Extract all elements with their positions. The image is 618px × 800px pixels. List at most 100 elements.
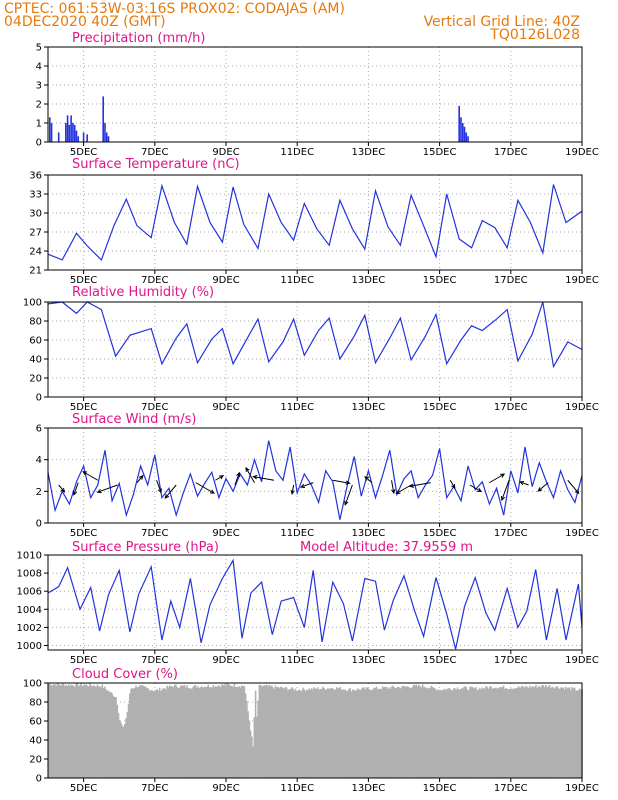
wind-arrow-head bbox=[252, 475, 258, 480]
cloud-cover-bar bbox=[185, 687, 187, 778]
cloud-cover-bar bbox=[156, 689, 158, 778]
x-tick-label: 19DEC bbox=[565, 275, 599, 286]
cloud-cover-bar bbox=[269, 686, 272, 778]
cloud-cover-bar bbox=[502, 685, 505, 778]
cloud-cover-bar bbox=[395, 687, 398, 778]
cloud-cover-bar bbox=[158, 687, 161, 778]
cloud-cover-bar bbox=[287, 690, 289, 778]
cloud-cover-bar bbox=[347, 690, 349, 778]
wind-arrow-head bbox=[451, 484, 456, 490]
cloud-cover-bar bbox=[374, 688, 376, 778]
y-tick-label: 2 bbox=[36, 100, 42, 111]
wind-arrow-shaft bbox=[396, 484, 412, 494]
wind-arrow-head bbox=[245, 466, 250, 472]
x-tick-label: 17DEC bbox=[494, 655, 528, 666]
cloud-cover-bar bbox=[573, 687, 576, 778]
precipitation-bar bbox=[458, 105, 460, 142]
cloud-cover-bar bbox=[484, 688, 486, 778]
cloud-cover-bar bbox=[405, 686, 408, 778]
cloud-cover-bar bbox=[366, 687, 369, 778]
cloud-cover-bar bbox=[124, 723, 126, 778]
y-tick-label: 0 bbox=[36, 138, 42, 149]
precipitation-bar bbox=[82, 132, 85, 142]
precipitation-bar bbox=[465, 132, 468, 142]
cloud-cover-bar bbox=[64, 686, 66, 778]
cloud-cover-bar bbox=[470, 686, 472, 778]
cloud-cover-bar bbox=[279, 686, 282, 778]
cloud-cover-bar bbox=[246, 700, 248, 778]
cloud-cover-bar bbox=[510, 688, 512, 778]
cloud-cover-bar bbox=[252, 746, 254, 778]
cloud-cover-bar bbox=[196, 687, 198, 778]
cloud-cover-bar bbox=[276, 687, 278, 778]
cloud-cover-bar bbox=[206, 686, 208, 778]
cloud-cover-bar bbox=[390, 686, 393, 778]
y-tick-label: 21 bbox=[29, 266, 42, 277]
precipitation-bar bbox=[70, 115, 72, 142]
cloud-cover-bar bbox=[308, 688, 310, 778]
cloud-cover-bar bbox=[532, 686, 535, 778]
wind-arrow-head bbox=[164, 494, 170, 499]
cloud-cover-bar bbox=[415, 684, 418, 778]
cloud-cover-bar bbox=[526, 687, 529, 778]
cloud-cover-bar bbox=[345, 690, 348, 778]
cloud-cover-bar bbox=[459, 689, 461, 778]
cloud-cover-bar bbox=[423, 686, 425, 778]
cloud-cover-bar bbox=[96, 684, 99, 778]
y-tick-label: 60 bbox=[29, 336, 42, 347]
cloud-cover-bar bbox=[548, 685, 551, 778]
cloud-cover-bar bbox=[82, 685, 85, 778]
cloud-cover-bar bbox=[94, 686, 96, 778]
cloud-cover-bar bbox=[414, 685, 416, 778]
x-tick-label: 13DEC bbox=[352, 147, 386, 158]
y-tick-label: 0 bbox=[36, 774, 42, 785]
cloud-cover-bar bbox=[485, 685, 487, 778]
cloud-cover-bar bbox=[553, 688, 556, 778]
wind-arrow-shaft bbox=[344, 484, 353, 505]
cloud-cover-bar bbox=[307, 690, 309, 778]
cloud-cover-bar bbox=[403, 685, 405, 778]
cloud-cover-bar bbox=[527, 687, 530, 778]
cloud-cover-bar bbox=[421, 684, 424, 778]
y-tick-label: 1008 bbox=[17, 569, 42, 580]
cloud-cover-bar bbox=[452, 688, 455, 778]
cloud-cover-bar bbox=[297, 690, 299, 778]
x-tick-label: 5DEC bbox=[70, 655, 97, 666]
cloud-cover-bar bbox=[441, 690, 444, 778]
cloud-cover-bar bbox=[110, 691, 112, 778]
cloud-cover-bar bbox=[523, 687, 526, 778]
cloud-cover-bar bbox=[419, 686, 421, 778]
cloud-cover-bar bbox=[320, 688, 323, 778]
wind-arrow-shaft bbox=[567, 479, 580, 494]
cloud-cover-bar bbox=[302, 687, 304, 778]
cloud-cover-bar bbox=[551, 686, 553, 778]
cloud-cover-bar bbox=[70, 684, 72, 778]
cloud-cover-bar bbox=[384, 686, 386, 778]
cloud-cover-plot: 0 20 40 60 80 100 5DEC 7DEC 9DEC 11DEC 13DEC 15DEC 1… bbox=[23, 679, 599, 795]
wind-arrow-shaft bbox=[469, 484, 482, 492]
x-tick-label: 13DEC bbox=[352, 655, 386, 666]
cloud-cover-bar bbox=[72, 686, 75, 778]
cloud-cover-bar bbox=[365, 687, 368, 778]
cloud-cover-bar bbox=[224, 685, 227, 778]
cloud-cover-bar bbox=[389, 688, 391, 778]
header-grid-line: Vertical Grid Line: 40Z bbox=[424, 14, 580, 30]
cloud-cover-bar bbox=[111, 693, 114, 778]
cloud-cover-bar bbox=[49, 683, 51, 778]
wind-arrow-head bbox=[219, 475, 225, 480]
cloud-cover-bar bbox=[314, 688, 317, 778]
cloud-cover-bar bbox=[411, 686, 414, 778]
cloud-cover-bar bbox=[546, 687, 548, 778]
cloud-cover-bar bbox=[495, 687, 497, 778]
cloud-cover-bar bbox=[312, 689, 314, 778]
cloud-cover-bar bbox=[313, 687, 315, 778]
precipitation-bar bbox=[104, 123, 106, 142]
x-tick-label: 5DEC bbox=[70, 783, 97, 794]
cloud-cover-bar bbox=[170, 686, 172, 778]
cloud-cover-bar bbox=[330, 687, 333, 778]
wind-arrow-head bbox=[60, 487, 66, 493]
precipitation-bar bbox=[105, 132, 108, 142]
cloud-cover-bar bbox=[247, 711, 249, 778]
wind-arrow-head bbox=[500, 495, 506, 502]
cloud-cover-bar bbox=[121, 725, 124, 778]
